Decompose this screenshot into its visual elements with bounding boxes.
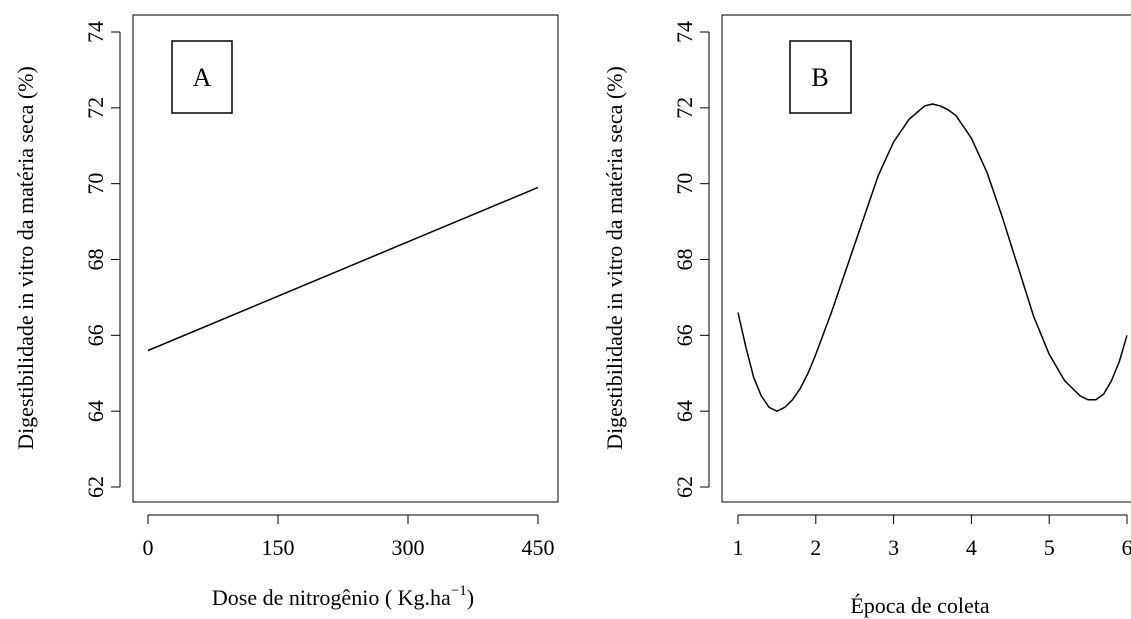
panel-a-x-axis-title-superscript: −1 [451, 583, 467, 599]
panel-b-y-tick-label: 66 [672, 324, 697, 346]
panel-a-y-tick-label: 68 [83, 249, 108, 271]
panel-b-y-tick-label: 74 [672, 21, 697, 43]
panel-a-y-axis-title: Digestibilidade in vitro da matéria seca… [13, 66, 38, 450]
panel-a-series-line [147, 186, 539, 352]
panel-b-y-tick-label: 64 [672, 400, 697, 422]
panel-b-x-axis-title: Época de coleta [850, 593, 989, 618]
panel-b-x-tick-label: 6 [1122, 535, 1131, 560]
panel-b-x-tick-label: 2 [810, 535, 821, 560]
panel-a-x-tick-label: 0 [143, 535, 154, 560]
panel-b-label: B [811, 63, 828, 92]
panel-b-y-axis-title: Digestibilidade in vitro da matéria seca… [602, 66, 627, 450]
panel-a: A 62 64 66 68 70 72 74 0 150 300 450 Digestibilid… [13, 14, 559, 610]
panel-a-y-axis: 62 64 66 68 70 72 74 [83, 21, 121, 498]
panel-a-label: A [193, 63, 212, 92]
panel-a-x-tick-label: 450 [522, 535, 555, 560]
panel-a-x-tick-label: 300 [392, 535, 425, 560]
panel-b-y-axis: 62 64 66 68 70 72 74 [672, 21, 710, 498]
panel-a-x-axis-title: Dose de nitrogênio ( Kg.ha−1) [212, 583, 474, 610]
panel-a-y-tick-label: 64 [83, 400, 108, 422]
panel-b-series-line [737, 103, 1128, 412]
panel-b-y-tick-label: 72 [672, 97, 697, 119]
panel-b-x-axis: 1 2 3 4 5 6 [733, 514, 1131, 560]
panel-b-x-tick-label: 5 [1044, 535, 1055, 560]
panel-a-x-tick-label: 150 [262, 535, 295, 560]
panel-a-y-tick-label: 72 [83, 97, 108, 119]
panel-a-plot-frame [132, 14, 559, 503]
panel-a-label-box [171, 40, 233, 114]
panel-a-y-tick-label: 66 [83, 324, 108, 346]
panel-a-series [147, 186, 539, 352]
panel-a-y-tick-label: 62 [83, 476, 108, 498]
panel-b-y-tick-label: 70 [672, 173, 697, 195]
panel-b-plot-frame [721, 14, 1131, 503]
panel-b-series [737, 103, 1128, 412]
panel-a-y-tick-label: 74 [83, 21, 108, 43]
panel-a-x-axis-title-suffix: ) [467, 585, 474, 610]
panel-b-label-box [789, 40, 852, 114]
panel-b-y-tick-label: 68 [672, 249, 697, 271]
panel-b-x-tick-label: 4 [966, 535, 977, 560]
panel-b-x-tick-label: 1 [733, 535, 744, 560]
panel-a-y-tick-label: 70 [83, 173, 108, 195]
panel-b-y-tick-label: 62 [672, 476, 697, 498]
panel-a-x-axis: 0 150 300 450 [143, 514, 555, 560]
panel-b: B 62 64 66 68 70 72 74 1 2 3 4 5 6 Digestibilidade … [602, 14, 1131, 618]
panel-b-x-tick-label: 3 [888, 535, 899, 560]
panel-a-x-axis-title-main: Dose de nitrogênio ( Kg.ha [212, 585, 451, 610]
